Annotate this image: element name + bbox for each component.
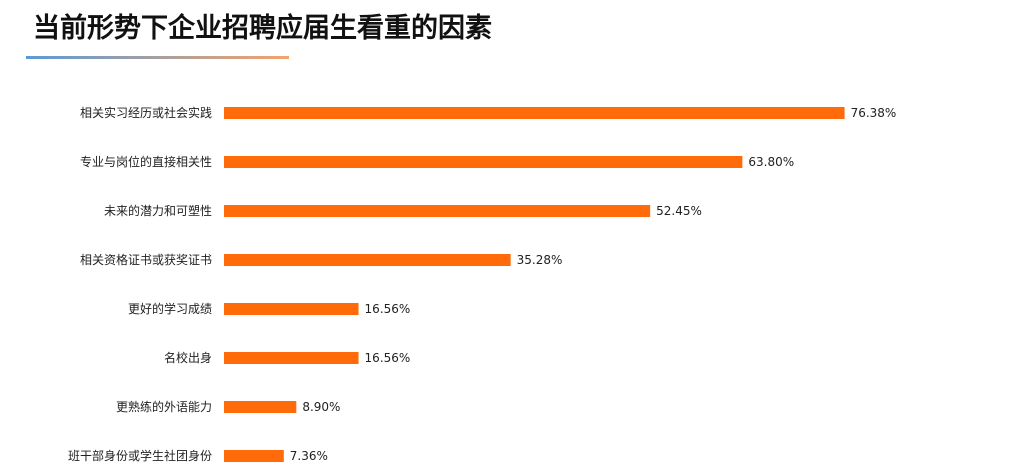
bar — [224, 156, 743, 168]
category-label: 更熟练的外语能力 — [116, 399, 212, 414]
category-label: 更好的学习成绩 — [128, 301, 212, 316]
bar — [224, 205, 651, 217]
value-label: 16.56% — [365, 302, 411, 316]
value-label: 63.80% — [748, 155, 794, 169]
value-label: 7.36% — [290, 449, 328, 463]
value-label: 16.56% — [365, 351, 411, 365]
page-title: 当前形势下企业招聘应届生看重的因素 — [33, 13, 492, 44]
category-label: 专业与岗位的直接相关性 — [80, 154, 212, 169]
bar — [224, 303, 359, 315]
category-label: 未来的潜力和可塑性 — [104, 203, 212, 218]
value-label: 8.90% — [302, 400, 340, 414]
category-label: 相关实习经历或社会实践 — [80, 105, 212, 120]
category-label: 名校出身 — [164, 350, 212, 365]
value-label: 76.38% — [851, 106, 897, 120]
bar — [224, 254, 511, 266]
bar — [224, 352, 359, 364]
value-label: 52.45% — [656, 204, 702, 218]
bar — [224, 401, 297, 413]
value-label: 35.28% — [517, 253, 563, 267]
bar — [224, 450, 284, 462]
title-underline — [26, 56, 289, 59]
bar — [224, 107, 845, 119]
category-label: 班干部身份或学生社团身份 — [68, 448, 212, 463]
category-label: 相关资格证书或获奖证书 — [80, 252, 212, 267]
